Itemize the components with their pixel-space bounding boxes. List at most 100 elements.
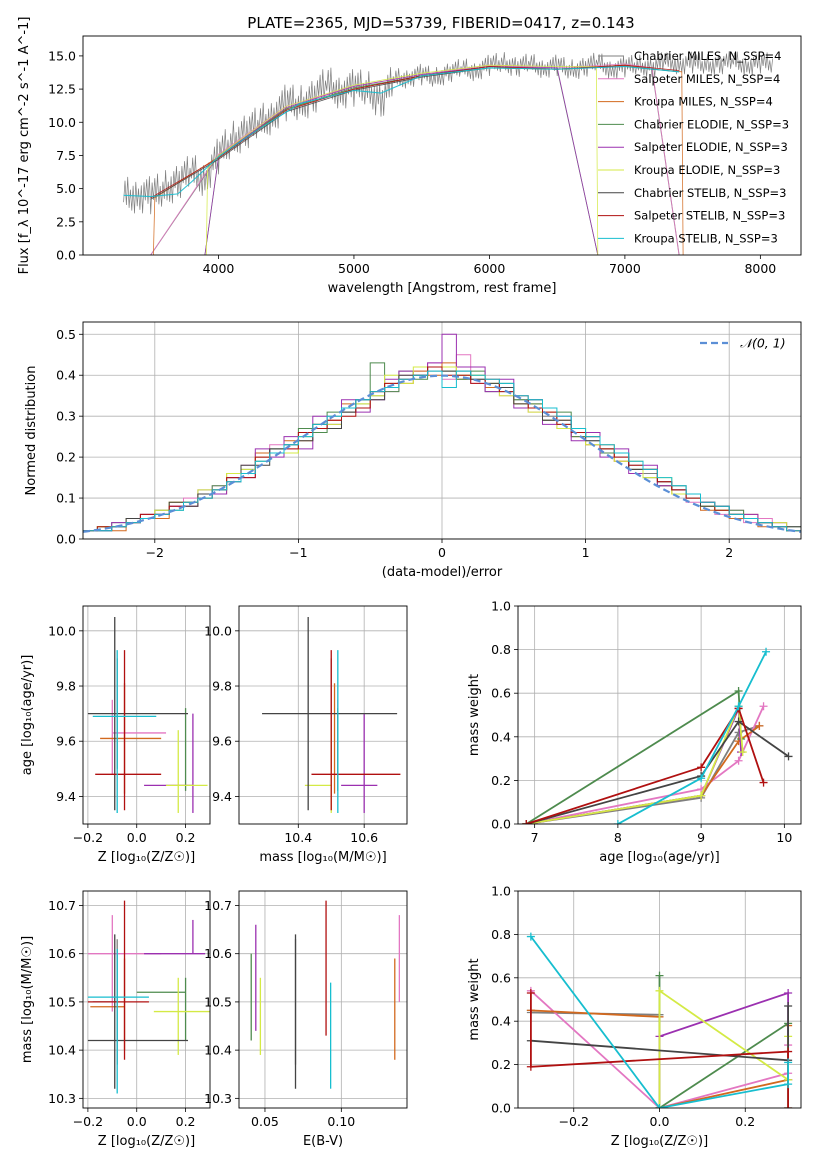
mass_weight_vs_age-xtick-label-1: 8 <box>614 830 622 845</box>
mass_weight_vs_age-xlabel: age [log₁₀(age/yr)] <box>599 850 720 865</box>
age_vs_Z-ytick-label-2: 9.8 <box>56 679 76 694</box>
spectrum-series-line-2 <box>153 64 684 255</box>
mass_vs_Z-xtick-label-0: −0.2 <box>73 1114 103 1129</box>
spectrum-series-line-1 <box>150 63 680 255</box>
mass_vs_ebv-frame <box>238 890 408 1109</box>
spectrum-xtick-label-4: 8000 <box>744 261 776 276</box>
mass_weight_vs_age-ytick-label-4: 0.8 <box>491 642 511 657</box>
spectrum-xtick-label-0: 4000 <box>203 261 235 276</box>
spectrum-legend-label-5: Kroupa ELODIE, N_SSP=3 <box>634 163 780 177</box>
mass_weight_vs_Z-ytick-label-3: 0.6 <box>491 970 511 985</box>
residuals-ytick-label-4: 0.4 <box>56 368 76 383</box>
residuals-panel: −2 −1 0 1 2 0.0 0.1 0.2 0.3 0.4 0.5 (data-model)/er… <box>24 321 802 580</box>
mass_weight_vs_Z-ytick-label-4: 0.8 <box>491 927 511 942</box>
mass_weight_vs_age-marker-7-0 <box>522 820 531 824</box>
mass_vs_Z-ytick-label-1: 10.4 <box>48 1043 76 1058</box>
spectrum-series-line-3 <box>204 67 599 255</box>
age_vs_mass-xtick-label-1: 10.6 <box>350 830 378 845</box>
mass_weight_vs_Z-marker-7-1 <box>526 1062 535 1071</box>
mass_weight_vs_age-ytick-label-0: 0.0 <box>491 817 511 832</box>
mass_weight_vs_Z-marker-7-0 <box>526 988 535 997</box>
age_vs_Z-ytick-label-3: 10.0 <box>48 623 76 638</box>
mass_weight_vs_age-ytick-label-5: 1.0 <box>491 599 511 614</box>
mass_weight_vs_age-series-line-6 <box>526 720 790 824</box>
spectrum-frame <box>82 35 802 256</box>
age_vs_mass-frame <box>238 605 408 825</box>
mass_vs_Z-ytick-label-4: 10.7 <box>48 898 76 913</box>
mass_vs_ebv-ytick-label-4: 10.7 <box>204 898 232 913</box>
mass_weight_vs_age-marker-7-3 <box>759 778 768 787</box>
mass_weight_vs_Z-marker-4-2 <box>784 988 793 997</box>
age_vs_mass-xlabel: mass [log₁₀(M/M☉)] <box>259 850 386 865</box>
mass_weight_vs_Z-marker-5-1 <box>655 986 664 995</box>
spectrum-ytick-label-4: 10.0 <box>48 115 76 130</box>
age_vs_Z-ytick-label-1: 9.6 <box>56 734 76 749</box>
residuals-ytick-label-0: 0.0 <box>56 532 76 547</box>
mass_weight_vs_Z-marker-6-2 <box>784 1002 793 1011</box>
mass_weight_vs_age-marker-2-3 <box>755 721 764 730</box>
age_vs_Z-panel: −0.2 0.0 0.2 9.4 9.6 9.8 10.0 Z [log₁₀(Z/Z☉)] ag… <box>20 605 211 865</box>
age_vs_Z-xtick-label-0: −0.2 <box>73 830 103 845</box>
residuals-histogram-8 <box>83 370 801 532</box>
mass_weight_vs_Z-panel: −0.2 0.0 0.2 0.0 0.2 0.4 0.6 0.8 1.0 Z [log₁₀(Z/Z… <box>467 884 802 1149</box>
mass_weight_vs_age-marker-3-1 <box>734 687 743 696</box>
spectrum-legend-label-4: Salpeter ELODIE, N_SSP=3 <box>634 140 788 154</box>
spectrum-xtick-label-3: 7000 <box>609 261 641 276</box>
mass_vs_Z-ytick-label-0: 10.3 <box>48 1091 76 1106</box>
mass_vs_Z-plot-area <box>83 891 210 1108</box>
mass_vs_Z-xtick-label-2: 0.2 <box>176 1114 196 1129</box>
mass_weight_vs_age-marker-8-0 <box>613 820 622 824</box>
age_vs_mass-ytick-label-3: 10.0 <box>204 623 232 638</box>
residuals-frame <box>82 321 802 540</box>
residuals-ylabel: Normed distribution <box>24 366 39 496</box>
spectrum-series-line-6 <box>150 66 680 200</box>
mass_weight_vs_Z-marker-8-1 <box>655 1104 664 1108</box>
spectrum-ytick-label-0: 0.0 <box>56 248 76 263</box>
mass_weight_vs_Z-marker-3-0 <box>655 971 664 980</box>
mass_weight_vs_Z-xtick-label-1: 0.0 <box>650 1114 670 1129</box>
mass_weight_vs_age-ylabel: mass weight <box>467 674 482 756</box>
mass_weight_vs_Z-ytick-label-2: 0.4 <box>491 1014 511 1029</box>
mass_weight_vs_Z-marker-8-3 <box>784 1058 793 1067</box>
residuals-ytick-label-3: 0.3 <box>56 409 76 424</box>
mass_weight_vs_age-plot-area <box>518 606 801 824</box>
mass_weight_vs_age-marker-6-2 <box>734 717 743 726</box>
spectrum-panel: 4000 5000 6000 7000 8000 0.0 2.5 5.0 7.5 10.0 12.5… <box>17 17 802 296</box>
mass_weight_vs_age-ytick-label-3: 0.6 <box>491 686 511 701</box>
age_vs_mass-ytick-label-0: 9.4 <box>212 789 232 804</box>
mass_weight_vs_age-marker-5-1 <box>697 791 706 800</box>
residuals-xtick-label-0: −2 <box>146 545 164 560</box>
mass_weight_vs_age-marker-7-1 <box>697 763 706 772</box>
age_vs_mass-ytick-label-2: 9.8 <box>212 679 232 694</box>
residuals-ytick-label-2: 0.2 <box>56 450 76 465</box>
age_vs_Z-plot-area <box>83 606 210 824</box>
age_vs_Z-xtick-label-1: 0.0 <box>127 830 147 845</box>
mass_weight_vs_Z-xlabel: Z [log₁₀(Z/Z☉)] <box>611 1134 708 1149</box>
mass_vs_ebv-panel: 0.05 0.10 10.3 10.4 10.5 10.6 10.7 E(B-V) <box>204 890 408 1149</box>
mass_vs_Z-ytick-label-2: 10.5 <box>48 994 76 1009</box>
mass_weight_vs_age-series-line-1 <box>526 705 765 824</box>
residuals-xtick-label-3: 1 <box>582 545 590 560</box>
age_vs_Z-ylabel: age [log₁₀(age/yr)] <box>20 655 35 776</box>
mass_weight_vs_age-series-line-3 <box>525 689 742 824</box>
mass_vs_Z-panel: −0.2 0.0 0.2 10.3 10.4 10.5 10.6 10.7 Z [log₁₀(Z… <box>20 890 211 1149</box>
residuals-xtick-label-2: 0 <box>438 545 446 560</box>
mass_weight_vs_age-series-line-7 <box>526 706 765 824</box>
mass_weight_vs_Z-series-line-8 <box>530 936 789 1108</box>
mass_weight_vs_Z-marker-7-2 <box>784 1047 793 1056</box>
age_vs_Z-xlabel: Z [log₁₀(Z/Z☉)] <box>98 850 195 865</box>
mass_weight_vs_Z-marker-7-3 <box>784 1104 793 1108</box>
spectrum-ytick-label-6: 15.0 <box>48 48 76 63</box>
residuals-xlabel: (data-model)/error <box>382 565 503 580</box>
mass_vs_ebv-ytick-label-0: 10.3 <box>204 1091 232 1106</box>
mass_weight_vs_Z-ytick-label-5: 1.0 <box>491 884 511 899</box>
mass_vs_Z-ytick-label-3: 10.6 <box>48 946 76 961</box>
mass_weight_vs_age-frame <box>517 605 802 825</box>
mass_weight_vs_age-marker-8-1 <box>697 774 706 783</box>
mass_weight_vs_age-series-line-8 <box>617 651 767 824</box>
mass_weight_vs_Z-frame <box>517 890 802 1109</box>
mass_weight_vs_age-marker-8-2 <box>734 702 743 711</box>
mass_vs_Z-frame <box>82 890 211 1109</box>
mass_weight_vs_Z-xtick-label-0: −0.2 <box>559 1114 589 1129</box>
spectrum-series-line-4 <box>204 66 599 255</box>
